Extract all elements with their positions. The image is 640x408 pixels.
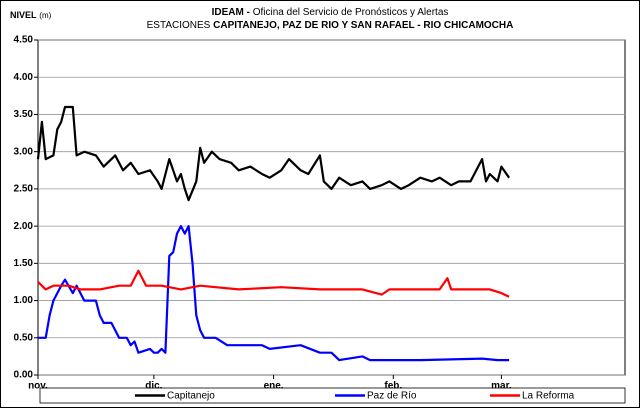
legend-box [39,387,626,404]
y-tick-label: 2.00 [14,221,34,232]
y-tick-label: 0.00 [14,370,34,381]
y-tick-label: 4.00 [14,72,34,83]
chart-subtitle: ESTACIONES CAPITANEJO, PAZ DE RIO Y SAN … [147,20,514,31]
series-line [36,105,511,202]
y-tick-label: 1.50 [14,258,34,269]
series-line [37,269,510,298]
legend-label: Paz de Río [367,391,417,402]
x-tick-label: mar. [491,381,512,392]
x-tick-label: feb. [384,381,402,392]
y-tick-label: 3.50 [14,109,34,120]
legend-label: La Reforma [522,391,575,402]
y-label: NIVEL (m) [10,10,52,21]
x-tick-label: dic. [145,381,162,392]
chart-title: IDEAM - Oficina del Servicio de Pronósti… [212,7,449,18]
y-unit: (m) [39,11,51,20]
x-tick-label: nov. [28,381,48,392]
x-tick-label: ene. [264,381,284,392]
y-tick-label: 1.00 [14,295,34,306]
y-tick-label: 4.50 [14,35,34,46]
plot-area [37,39,626,376]
y-tick-label: 2.50 [14,184,34,195]
subtitle-text: CAPITANEJO, PAZ DE RIO Y SAN RAFAEL - RI… [213,20,513,31]
title-bold: IDEAM - [212,7,250,18]
y-tick-label: 3.00 [14,146,34,157]
title-text: Oficina del Servicio de Pronósticos y Al… [253,7,449,18]
y-label-text: NIVEL [10,10,37,20]
subtitle-lead: ESTACIONES [147,20,211,31]
legend-label: Capitanejo [167,391,215,402]
y-tick-label: 0.50 [14,332,34,343]
